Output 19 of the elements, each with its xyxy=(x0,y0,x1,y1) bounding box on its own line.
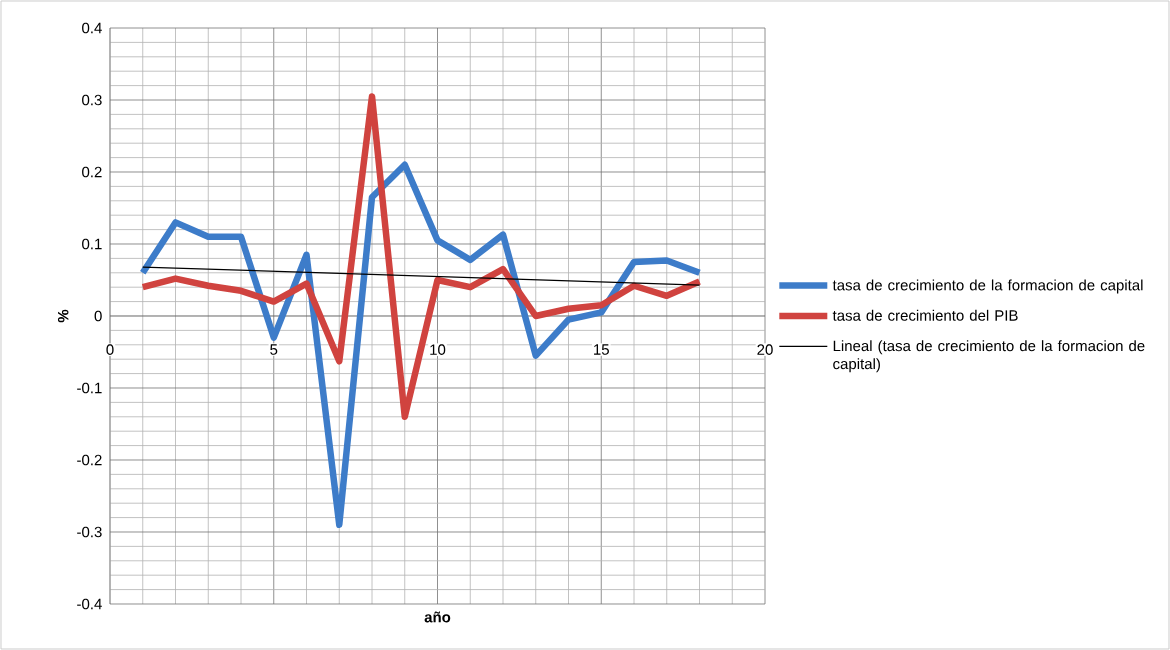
y-tick-label: 0 xyxy=(94,310,102,322)
x-tick-label: 15 xyxy=(594,344,609,355)
y-axis-title: % xyxy=(57,309,69,323)
x-tick-label: 20 xyxy=(757,344,773,355)
y-tick-label: 0.3 xyxy=(82,94,102,106)
x-tick-label: 0 xyxy=(106,344,114,355)
x-tick-label: 10 xyxy=(430,344,446,355)
legend-label: tasa de crecimiento del PIB xyxy=(832,309,1018,321)
legend-label: tasa de crecimiento de la formacion de capital xyxy=(832,279,1143,294)
y-tick-label: -0.2 xyxy=(77,454,102,466)
legend-label: Lineal (tasa de crecimiento de la formacion de capital) xyxy=(833,340,1145,373)
y-tick-label: -0.1 xyxy=(77,382,102,394)
x-axis-title: año xyxy=(424,611,451,623)
y-tick-label: -0.3 xyxy=(77,526,102,538)
y-tick-label: 0.4 xyxy=(82,22,102,34)
y-tick-label: -0.4 xyxy=(77,598,102,610)
y-tick-label: 0.2 xyxy=(82,166,102,178)
x-tick-label: 5 xyxy=(270,344,278,355)
y-tick-label: 0.1 xyxy=(82,238,102,250)
